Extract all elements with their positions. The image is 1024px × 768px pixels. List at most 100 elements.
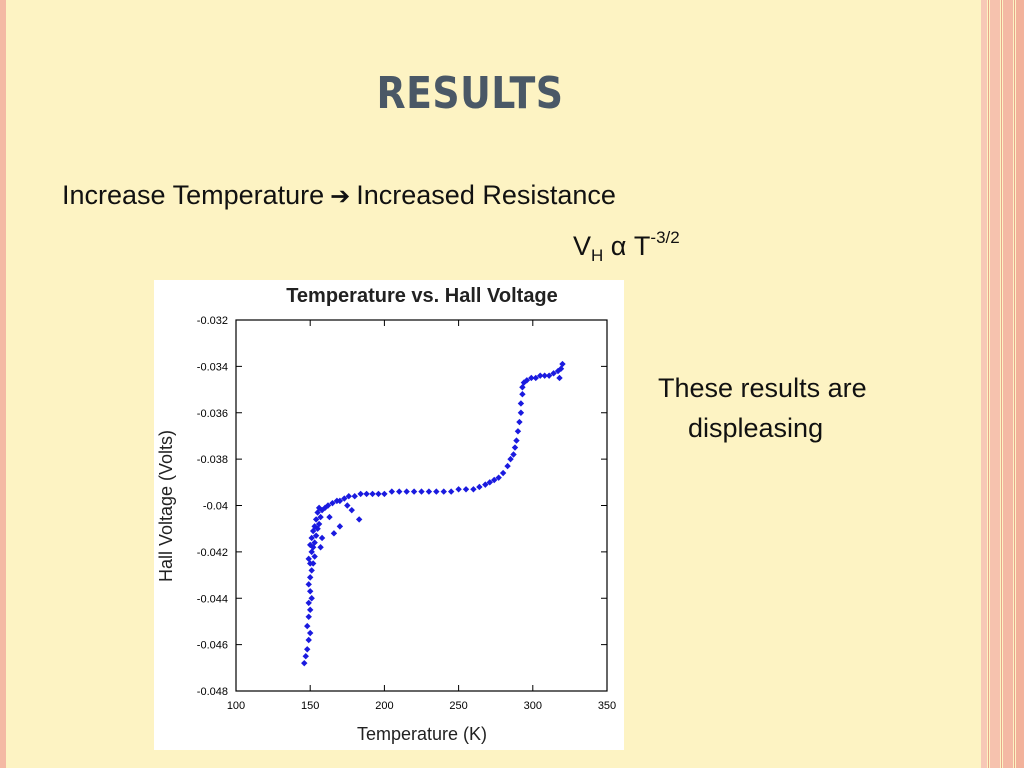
x-axis-label: Temperature (K) — [357, 724, 487, 744]
data-point — [357, 490, 364, 498]
y-tick-label: -0.032 — [197, 315, 228, 327]
data-point — [455, 486, 462, 493]
data-point — [557, 365, 565, 372]
data-point — [318, 534, 326, 542]
data-point — [486, 479, 493, 486]
data-point — [309, 560, 317, 567]
data-point — [517, 400, 525, 407]
data-point — [499, 469, 507, 477]
data-point — [305, 599, 312, 607]
data-point — [304, 622, 311, 630]
data-point — [344, 502, 351, 509]
y-tick-label: -0.048 — [197, 686, 228, 698]
data-point — [363, 490, 370, 498]
data-point — [504, 462, 511, 470]
data-point — [336, 523, 344, 530]
data-point — [348, 506, 355, 514]
bullet-right-text: Increased Resistance — [356, 180, 616, 210]
y-tick-label: -0.044 — [197, 593, 228, 605]
data-point — [410, 488, 418, 495]
data-point — [447, 488, 455, 495]
right-border-line-3 — [1014, 0, 1015, 768]
bullet-left-text: Increase Temperature — [62, 180, 325, 210]
data-point — [516, 418, 523, 426]
data-point — [519, 384, 526, 391]
y-tick-label: -0.038 — [197, 454, 228, 466]
data-point — [470, 486, 477, 493]
y-tick-label: -0.036 — [197, 408, 228, 420]
formula-exponent: -3/2 — [650, 228, 680, 247]
data-point — [304, 646, 311, 653]
slide-title: RESULTS — [376, 68, 564, 119]
data-point — [307, 574, 314, 581]
data-point — [396, 488, 403, 495]
data-point — [312, 516, 320, 523]
chart-title: Temperature vs. Hall Voltage — [286, 285, 558, 307]
right-border-strip-3 — [1003, 0, 1013, 768]
y-axis-ticks: -0.032 -0.034 -0.036 -0.038 -0.04 -0.042 -0.04… — [197, 315, 607, 698]
data-point — [532, 374, 539, 382]
data-point — [541, 372, 548, 379]
x-tick-label: 100 — [227, 700, 245, 712]
data-point — [314, 525, 321, 532]
data-point — [375, 490, 382, 498]
right-border-strip-4 — [1016, 0, 1024, 768]
data-point — [519, 391, 526, 398]
chart-panel: Temperature vs. Hall Voltage 100 150 200 25… — [154, 280, 624, 750]
data-point — [351, 493, 358, 500]
data-point — [336, 497, 344, 505]
x-tick-label: 300 — [524, 700, 542, 712]
data-point — [307, 629, 314, 637]
comment-text: These results are displeasing — [658, 368, 867, 448]
right-border-line-1 — [988, 0, 989, 768]
y-tick-label: -0.046 — [197, 640, 228, 652]
data-point — [341, 495, 348, 502]
data-point — [369, 490, 376, 498]
data-point — [381, 490, 388, 498]
data-point — [315, 504, 323, 512]
scatter-chart: Temperature vs. Hall Voltage 100 150 200 25… — [156, 285, 616, 744]
data-point — [330, 530, 338, 537]
comment-line-1: These results are — [658, 373, 867, 403]
x-tick-label: 200 — [375, 700, 393, 712]
data-point — [476, 483, 483, 491]
data-point — [345, 493, 352, 500]
data-point — [433, 488, 440, 495]
comment-line-2: displeasing — [688, 413, 824, 443]
right-border-line-2 — [1001, 0, 1002, 768]
data-point — [305, 613, 312, 620]
data-point — [537, 372, 544, 379]
data-point — [513, 437, 520, 444]
y-tick-label: -0.034 — [197, 361, 228, 373]
right-border-strip-2 — [990, 0, 1000, 768]
data-point — [482, 481, 489, 488]
formula-subscript: H — [591, 246, 604, 265]
data-point — [495, 474, 502, 481]
data-point — [403, 488, 410, 495]
data-point — [329, 499, 336, 507]
data-point — [514, 428, 522, 435]
x-tick-label: 350 — [598, 700, 616, 712]
data-point — [307, 588, 314, 595]
data-point — [311, 523, 318, 530]
data-point — [388, 488, 396, 495]
data-point — [418, 488, 425, 495]
data-point — [302, 653, 309, 660]
data-point — [317, 513, 324, 521]
formula-mid: α T — [603, 231, 651, 261]
data-point — [326, 513, 333, 521]
y-tick-label: -0.04 — [203, 501, 228, 513]
data-point — [307, 606, 314, 614]
data-point — [517, 409, 525, 416]
x-axis-ticks: 100 150 200 250 300 350 — [227, 320, 616, 712]
proportionality-formula: VH α T-3/2 — [573, 228, 680, 266]
data-point — [355, 516, 363, 523]
data-point — [462, 486, 470, 493]
x-tick-label: 250 — [449, 700, 467, 712]
data-point — [308, 567, 315, 574]
data-point — [311, 539, 318, 546]
data-point — [511, 444, 519, 451]
data-point — [556, 374, 563, 382]
x-tick-label: 150 — [301, 700, 319, 712]
data-point — [305, 555, 312, 563]
